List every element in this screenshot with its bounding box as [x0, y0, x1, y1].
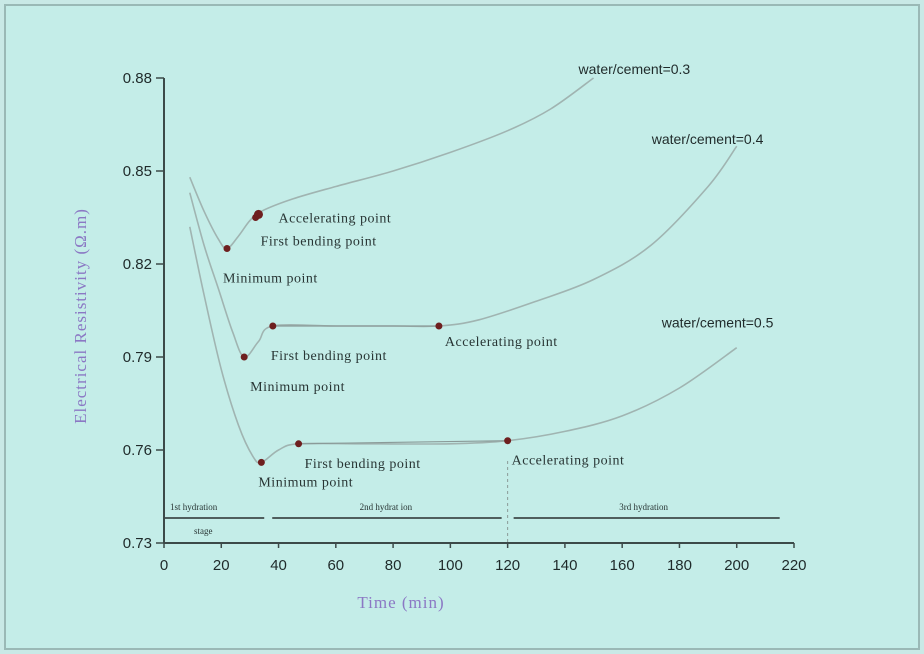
x-tick-label: 80: [385, 557, 402, 574]
point-markers: [223, 209, 512, 466]
marker-annotation: Accelerating point: [512, 454, 625, 469]
stage-1-label: 1st hydration: [170, 502, 218, 512]
x-tick-label: 120: [495, 557, 520, 574]
y-axis-title: Electrical Resistivity (Ω.m): [71, 208, 90, 424]
y-tick-label: 0.79: [123, 349, 152, 366]
marker-annotation: Accelerating point: [445, 335, 558, 350]
marker-point: [240, 353, 248, 361]
series-label-0: water/cement=0.3: [578, 61, 691, 77]
marker-annotation: Minimum point: [258, 475, 353, 490]
stage-2-label: 2nd hydrat ion: [360, 502, 413, 512]
marker-annotation: First bending point: [271, 349, 387, 364]
y-tick-label: 0.85: [123, 163, 152, 180]
chart-frame: 1st hydration stage 2nd hydrat ion 3rd hydr…: [4, 4, 920, 650]
marker-annotation: Minimum point: [223, 272, 318, 287]
annotations: water/cement=0.3 water/cement=0.4 water/ce…: [223, 61, 774, 490]
plateau-line-1: [298, 440, 508, 445]
x-tick-label: 200: [724, 557, 749, 574]
marker-point: [223, 245, 231, 252]
y-tick-label: 0.82: [123, 256, 152, 273]
marker-point: [504, 437, 512, 445]
x-tick-label: 0: [160, 557, 168, 574]
x-tick-label: 220: [781, 557, 806, 574]
x-tick-label: 140: [552, 557, 577, 574]
resistivity-chart: 1st hydration stage 2nd hydrat ion 3rd hydr…: [71, 61, 807, 612]
series-line-0: [189, 77, 595, 250]
marker-point: [295, 440, 303, 448]
y-tick-label: 0.88: [123, 70, 152, 87]
stage-1-label-2: stage: [194, 526, 213, 536]
x-tick-label: 20: [213, 557, 230, 574]
hydration-stage-bars: 1st hydration stage 2nd hydrat ion 3rd hydr…: [164, 461, 780, 543]
marker-annotation: First bending point: [305, 457, 421, 472]
y-tick-label: 0.76: [123, 442, 152, 459]
marker-point: [269, 322, 277, 330]
series-label-1: water/cement=0.4: [651, 131, 764, 147]
series-label-2: water/cement=0.5: [661, 315, 774, 331]
axes: 0 20 40 60 80 100 120 140 160 180 200 220 0.73 0.76 0.…: [123, 70, 807, 574]
x-tick-label: 180: [667, 557, 692, 574]
marker-annotation: Minimum point: [250, 380, 345, 395]
x-tick-label: 160: [610, 557, 635, 574]
x-tick-label: 100: [438, 557, 463, 574]
marker-annotation: First bending point: [261, 235, 377, 250]
marker-point: [254, 209, 263, 219]
marker-point: [435, 322, 443, 330]
marker-point: [257, 458, 265, 466]
marker-annotation: Accelerating point: [279, 211, 392, 226]
stage-3-label: 3rd hydration: [619, 502, 668, 512]
y-tick-label: 0.73: [123, 535, 152, 552]
x-tick-label: 60: [327, 557, 344, 574]
x-axis-title: Time (min): [357, 593, 444, 612]
x-tick-label: 40: [270, 557, 287, 574]
